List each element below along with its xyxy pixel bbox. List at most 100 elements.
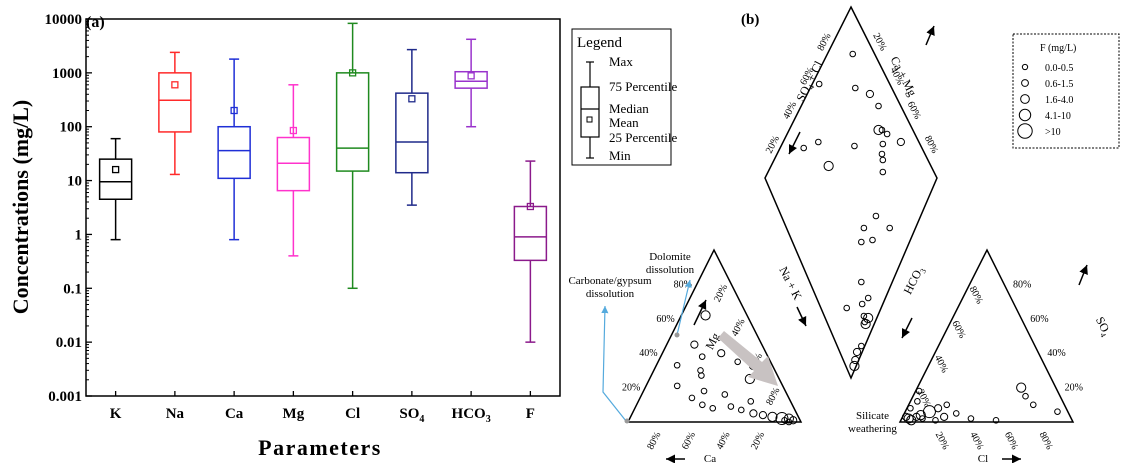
legend-mean-marker <box>586 116 593 123</box>
fluoride-legend-label: 0.0-0.5 <box>1045 63 1073 74</box>
box-hco3 <box>454 38 488 128</box>
axis-label-ca: Ca <box>704 453 716 463</box>
y-tick-label: 10000 <box>45 12 83 28</box>
diamond-sample-point <box>852 347 862 357</box>
mean-marker <box>526 202 535 211</box>
diamond-sample-point <box>879 156 887 164</box>
anion-sample-point <box>922 405 936 419</box>
diamond-sample-point <box>896 137 905 147</box>
piper-tick-label: 60% <box>1002 430 1020 451</box>
mean-marker <box>230 106 238 115</box>
iqr-box <box>158 72 192 133</box>
arrow-so4-cl <box>788 131 801 155</box>
trend-arrow <box>718 331 778 386</box>
arrow-mg <box>693 299 707 326</box>
piper-tick-label: 80% <box>816 31 834 52</box>
x-tick-label-na: Na <box>166 406 185 422</box>
legend-entry-mean: Mean <box>609 115 639 130</box>
mean-marker <box>171 81 179 89</box>
cation-sample-point <box>699 401 706 409</box>
anion-sample-point <box>967 415 975 422</box>
diamond-sample-point <box>886 224 894 232</box>
cation-sample-point <box>744 373 755 385</box>
x-axis-ticks: K Na Ca Mg Cl SO4 HCO3 F <box>110 391 535 425</box>
anion-sample-point <box>1029 401 1037 409</box>
cation-sample-point <box>785 418 793 426</box>
annotation-carbonate-line2: dissolution <box>586 288 635 300</box>
x-axis-title: Parameters <box>258 435 382 460</box>
arrow-na-k <box>796 306 807 327</box>
piper-tick-label: 20% <box>933 430 951 451</box>
legend-entry-q3: 75 Percentile <box>609 79 677 94</box>
cation-sample-point <box>697 367 704 374</box>
anion-sample-point <box>1016 382 1027 393</box>
anion-sample-point <box>940 412 949 421</box>
diamond-sample-point <box>858 278 865 286</box>
axis-label-na-k: Na + K <box>776 264 805 302</box>
y-tick-label: 100 <box>60 120 83 136</box>
piper-tick-label: 80% <box>967 285 985 306</box>
piper-tick-label: 60% <box>656 314 674 325</box>
piper-tick-label: 40% <box>730 317 748 338</box>
mean-marker <box>348 69 357 77</box>
anion-sample-point <box>915 387 923 395</box>
fluoride-legend-symbol <box>1017 123 1033 139</box>
fluoride-legend-label: 1.6-4.0 <box>1045 95 1073 106</box>
piper-tick-label: 60% <box>680 430 698 451</box>
diamond-sample-point <box>865 89 875 99</box>
piper-tick-label: 20% <box>622 383 640 394</box>
iqr-box <box>395 92 429 174</box>
cation-sample-point <box>727 403 735 410</box>
carbonate-pathway-line <box>601 305 627 422</box>
cation-triangle <box>626 248 803 423</box>
fluoride-legend-frame <box>1012 33 1120 149</box>
piper-tick-label: 40% <box>1047 348 1065 359</box>
piper-tick-label: 80% <box>674 279 692 290</box>
x-tick-label-ca: Ca <box>225 406 244 422</box>
x-tick-label-k: K <box>110 406 122 422</box>
diamond-sample-point <box>858 238 865 246</box>
anion-sample-point <box>907 404 914 412</box>
legend-entry-min: Min <box>609 148 631 163</box>
fluoride-legend-label: 4.1-10 <box>1045 111 1071 122</box>
diamond-sample-point <box>875 102 882 110</box>
x-tick-label-hco3: HCO3 <box>452 406 491 425</box>
box-cl <box>335 22 370 290</box>
piper-tick-label: 20% <box>1065 383 1083 394</box>
diamond-sample-point <box>815 80 823 88</box>
box-mg <box>276 84 311 257</box>
box-legend: Legend Max 75 Percentile Median Mean 25 … <box>571 28 677 166</box>
cation-sample-point <box>758 411 768 420</box>
y-axis-title: Concentrations (mg/L) <box>8 100 33 314</box>
anion-sample-point <box>915 410 926 421</box>
x-tick-label-f: F <box>526 406 535 422</box>
iqr-box <box>276 136 311 192</box>
cation-sample-point <box>721 391 729 398</box>
cation-sample-point <box>749 409 758 418</box>
box-f <box>513 160 548 343</box>
y-tick-label: 1000 <box>52 66 82 82</box>
cation-sample-point <box>737 406 745 414</box>
box-ca <box>217 58 251 241</box>
diamond-sample-point <box>860 318 871 330</box>
box-k <box>98 137 133 241</box>
fluoride-legend-symbol <box>1021 79 1029 87</box>
diamond-sample-point <box>851 142 858 150</box>
cation-sample-point <box>673 382 681 390</box>
annotation-carbonate-line1: Carbonate/gypsum <box>568 275 652 287</box>
cation-sample-point <box>709 404 717 412</box>
diamond-sample-point <box>815 138 822 146</box>
link-line-left <box>801 378 851 422</box>
annotation-dolomite-line2: dissolution <box>646 264 695 276</box>
legend-entry-q1: 25 Percentile <box>609 130 677 145</box>
x-tick-label-so4: SO4 <box>399 406 424 425</box>
arrow-ca-mg <box>925 25 935 46</box>
fluoride-legend-label: 0.6-1.5 <box>1045 79 1073 90</box>
piper-tick-label: 40% <box>715 430 733 451</box>
annotation-dolomite-line1: Dolomite <box>649 251 691 263</box>
anion-sample-point <box>992 416 1000 424</box>
diamond-sample-point <box>863 312 874 324</box>
mean-marker <box>111 165 120 174</box>
cation-sample-point <box>673 361 681 369</box>
anion-sample-point <box>952 410 960 417</box>
